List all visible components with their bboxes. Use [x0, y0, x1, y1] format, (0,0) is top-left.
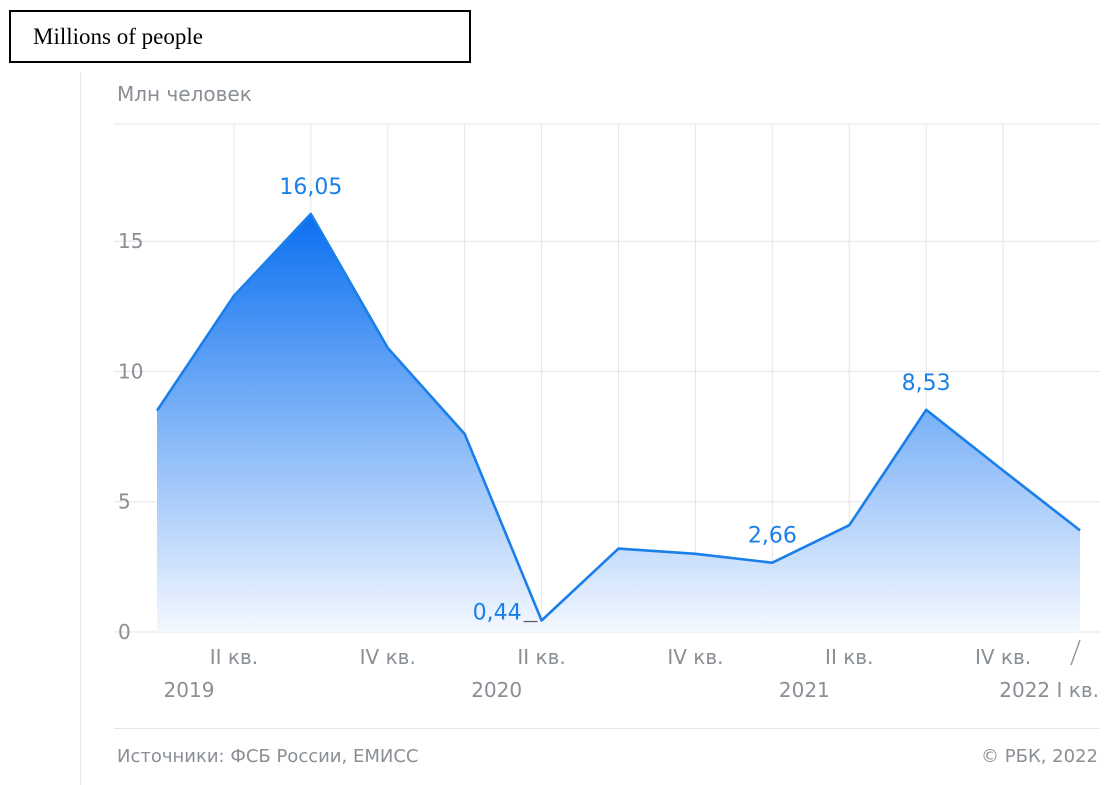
x-tick-quarter: IV кв.: [360, 645, 416, 669]
area-fill: [157, 213, 1080, 632]
data-label: 0,44: [473, 601, 522, 626]
area-layer: [155, 212, 1081, 632]
x-tick-year: 2021: [779, 678, 830, 702]
slash-marker: [1070, 639, 1081, 666]
x-tick-year: 2019: [164, 678, 215, 702]
data-label: 8,53: [902, 371, 951, 396]
area-chart: 16,05 0,44 2,66 8,53 0 5 10 15 II кв. IV кв. II к…: [114, 123, 1100, 702]
data-label: 16,05: [279, 175, 342, 200]
y-tick-label: 0: [118, 620, 131, 644]
copyright-note: © РБК, 2022: [981, 746, 1098, 767]
y-tick-label: 10: [118, 359, 143, 383]
x-tick-quarter: IV кв.: [667, 645, 723, 669]
unit-label: Млн человек: [117, 82, 252, 106]
x-tick-year: 2020: [471, 678, 522, 702]
x-tick-quarter: IV кв.: [975, 645, 1031, 669]
data-label: 2,66: [748, 524, 797, 549]
axis-layer: 0 5 10 15 II кв. IV кв. II кв. IV кв. II кв. IV к…: [118, 229, 1099, 702]
x-tick-last: 2022 I кв.: [999, 678, 1099, 702]
chart-caption-box: Millions of people: [9, 10, 471, 63]
x-tick-quarter: II кв.: [825, 645, 873, 669]
y-tick-label: 15: [118, 229, 143, 253]
footer-divider: [114, 728, 1100, 729]
chart-caption: Millions of people: [33, 23, 203, 49]
x-tick-quarter: II кв.: [210, 645, 258, 669]
source-note: Источники: ФСБ России, ЕМИСС: [117, 746, 419, 767]
y-tick-label: 5: [118, 490, 131, 514]
x-tick-quarter: II кв.: [517, 645, 565, 669]
label-layer: 16,05 0,44 2,66 8,53: [279, 175, 950, 626]
